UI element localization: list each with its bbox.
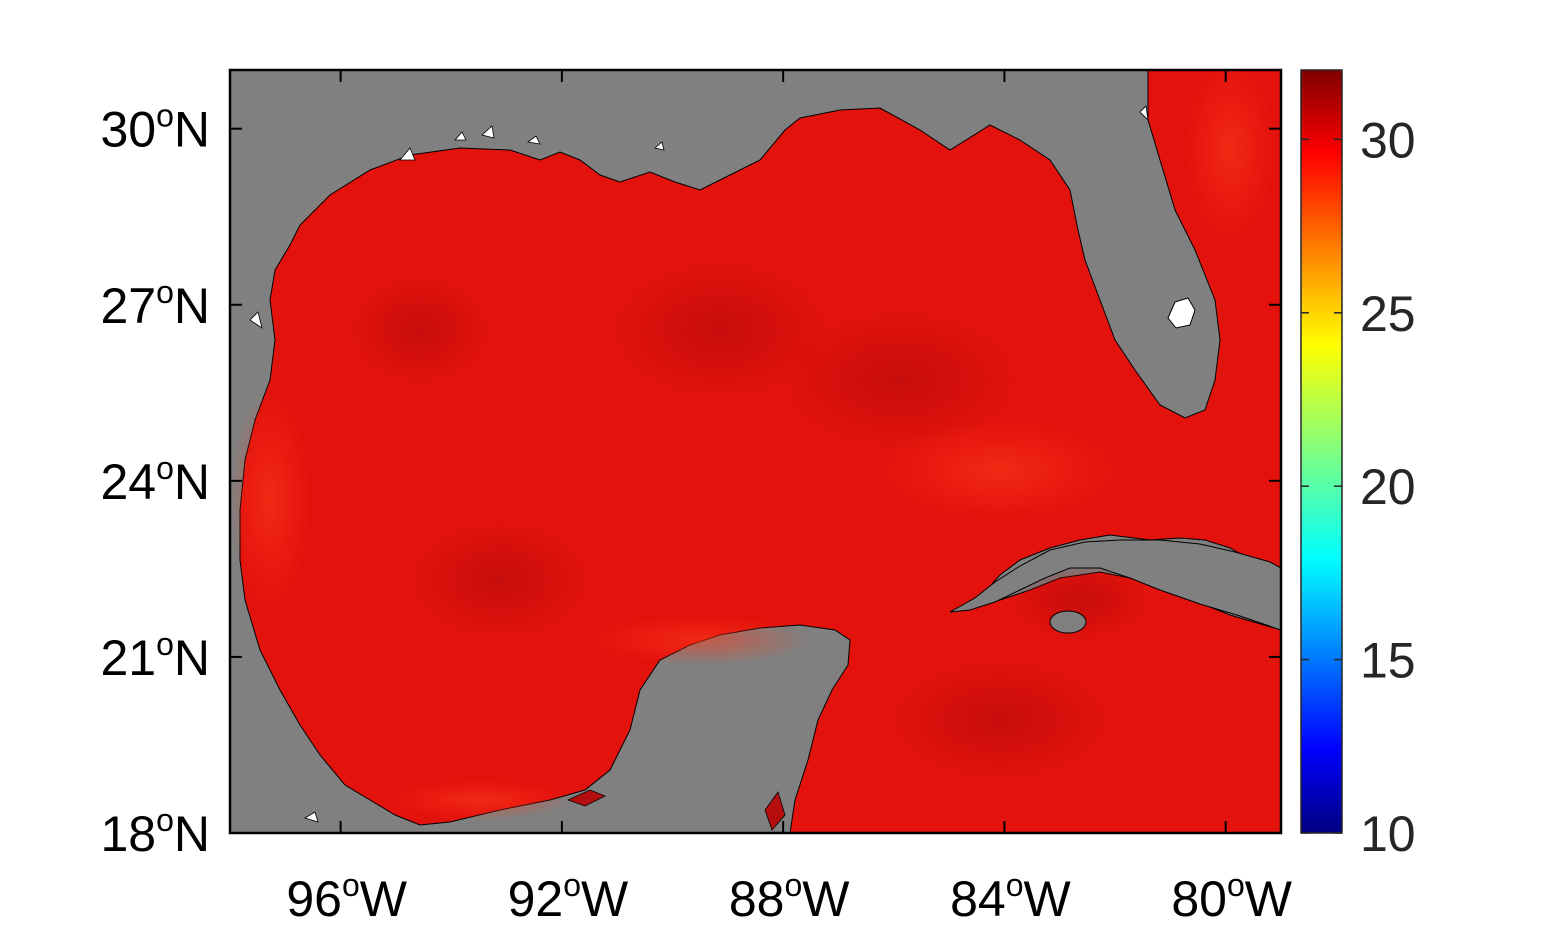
lon-tick-group: 96oW 92oW 88oW 84oW 80oW [286,70,1293,927]
lat-tick-group: 30oN 27oN 24oN 21oN 18oN [100,98,1281,862]
colorbar-tick-label: 30 [1360,112,1416,168]
colorbar-tick-label: 20 [1360,459,1416,515]
colorbar [1301,70,1342,833]
lat-tick-label: 27oN [100,274,210,334]
lon-tick-label: 80oW [1171,867,1292,927]
map-plot-area [230,70,1281,833]
lon-tick-label: 84oW [950,867,1071,927]
lat-tick-label: 30oN [100,98,210,158]
lon-tick-label: 92oW [508,867,629,927]
lagoon-patch [566,789,606,807]
lon-tick-label: 96oW [286,867,407,927]
colorbar-tick-group: 30 25 20 15 10 [1301,112,1416,862]
gulf-water [239,70,1281,833]
colorbar-frame [1300,69,1343,834]
colorbar-tick-label: 25 [1360,286,1416,342]
lat-tick-label: 21oN [100,626,210,686]
lon-tick-label: 88oW [729,867,850,927]
map-frame [228,68,1283,835]
lagoon-patch [764,791,786,831]
colorbar-tick-label: 15 [1360,633,1416,689]
isla-juventud-land [1049,610,1087,634]
lat-tick-label: 18oN [100,802,210,862]
lake-okeechobee [1167,297,1196,329]
colorbar-tick-label: 10 [1360,806,1416,862]
cuba-land [949,539,1281,631]
lat-tick-label: 24oN [100,450,210,510]
coastal-lakes [249,105,1149,823]
sst-texture [230,70,1275,820]
